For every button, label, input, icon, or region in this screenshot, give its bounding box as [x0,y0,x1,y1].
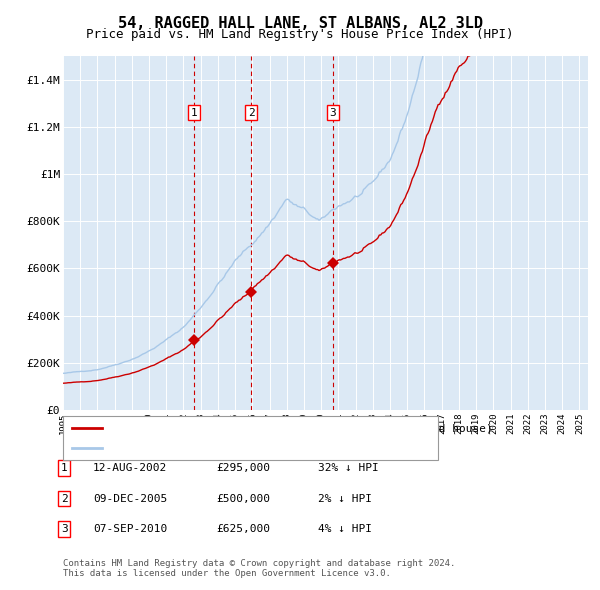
Text: 3: 3 [61,525,68,534]
Text: £500,000: £500,000 [216,494,270,503]
Text: 2% ↓ HPI: 2% ↓ HPI [318,494,372,503]
Text: HPI: Average price, detached house, St Albans: HPI: Average price, detached house, St A… [108,443,412,453]
Text: 2: 2 [61,494,68,503]
Text: Price paid vs. HM Land Registry's House Price Index (HPI): Price paid vs. HM Land Registry's House … [86,28,514,41]
Text: £295,000: £295,000 [216,463,270,473]
Text: 3: 3 [329,108,337,117]
Text: 4% ↓ HPI: 4% ↓ HPI [318,525,372,534]
Text: 32% ↓ HPI: 32% ↓ HPI [318,463,379,473]
Text: 1: 1 [61,463,68,473]
Text: Contains HM Land Registry data © Crown copyright and database right 2024.
This d: Contains HM Land Registry data © Crown c… [63,559,455,578]
Text: £625,000: £625,000 [216,525,270,534]
Text: 12-AUG-2002: 12-AUG-2002 [93,463,167,473]
Text: 54, RAGGED HALL LANE, ST ALBANS, AL2 3LD: 54, RAGGED HALL LANE, ST ALBANS, AL2 3LD [118,16,482,31]
Text: 2: 2 [248,108,254,117]
Text: 54, RAGGED HALL LANE, ST ALBANS, AL2 3LD (detached house): 54, RAGGED HALL LANE, ST ALBANS, AL2 3LD… [108,424,493,433]
Text: 07-SEP-2010: 07-SEP-2010 [93,525,167,534]
Text: 1: 1 [191,108,197,117]
Text: 09-DEC-2005: 09-DEC-2005 [93,494,167,503]
